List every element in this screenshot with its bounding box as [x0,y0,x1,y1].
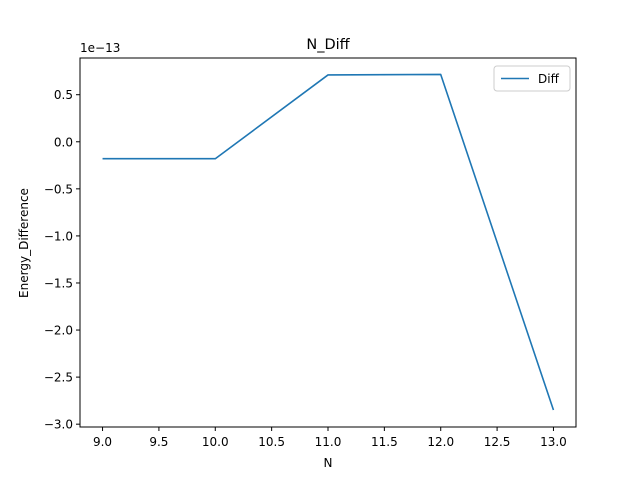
series-layer [102,73,555,411]
chart-title: N_Diff [306,37,350,53]
x-tick-label: 13.0 [540,435,567,449]
x-tick-label: 9.5 [149,435,168,449]
series-line-diff [102,73,555,411]
y-tick-label: 0.5 [54,88,73,102]
y-tick-label: −2.5 [44,371,73,385]
y-tick-label: −2.0 [44,324,73,338]
legend: Diff [493,65,571,92]
x-tick-label: 10.0 [202,435,229,449]
x-axis-label: N [324,456,333,470]
y-tick-label: −1.5 [44,276,73,290]
x-tick-label: 10.5 [258,435,285,449]
y-tick-label: −3.0 [44,418,73,432]
x-tick-label: 11.5 [371,435,398,449]
x-tick-label: 9.0 [93,435,112,449]
legend-box [493,65,571,92]
x-axis: 9.0 9.5 10.0 10.5 11.0 11.5 12.0 12.5 13.0 [93,427,567,449]
x-tick-label: 12.5 [484,435,511,449]
y-offset-label: 1e−13 [80,41,120,55]
y-tick-label: −1.0 [44,229,73,243]
y-tick-label: −0.5 [44,182,73,196]
y-axis-label: Energy_Difference [17,188,31,298]
y-tick-label: 0.0 [54,135,73,149]
x-tick-label: 12.0 [427,435,454,449]
y-axis: −3.0 −2.5 −2.0 −1.5 −1.0 −0.5 0.0 0.5 [44,88,80,432]
legend-label: Diff [538,72,560,86]
x-tick-label: 11.0 [315,435,342,449]
